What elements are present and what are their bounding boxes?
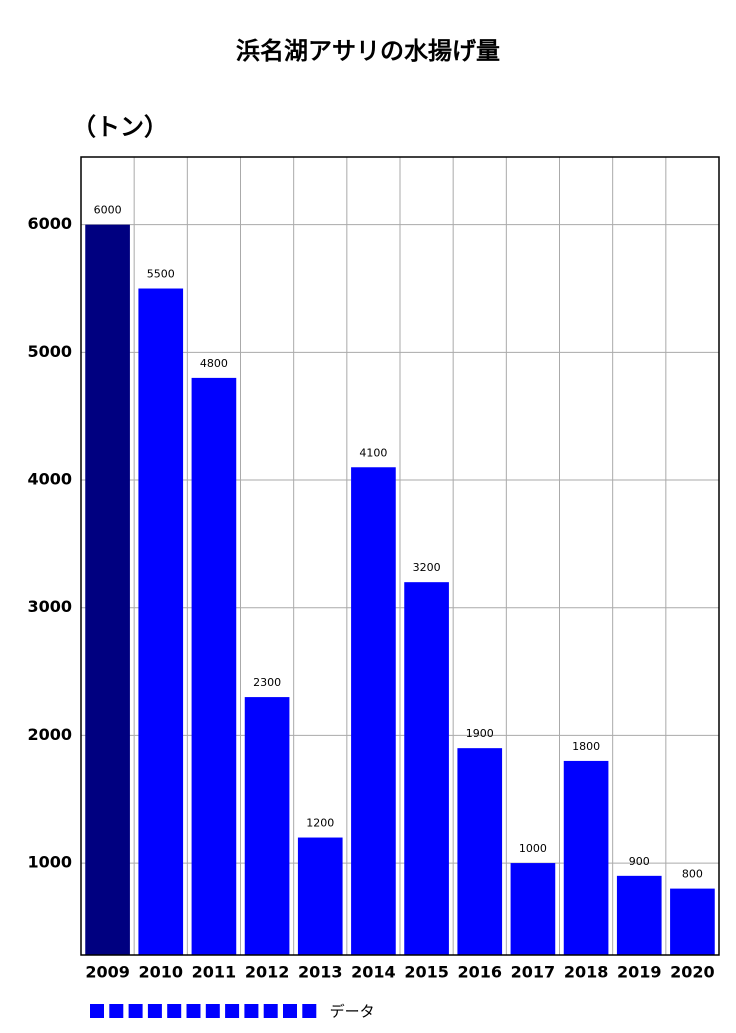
bar bbox=[244, 697, 290, 955]
bar bbox=[670, 888, 715, 955]
y-tick-label: 6000 bbox=[27, 214, 72, 233]
x-tick-label: 2017 bbox=[511, 963, 556, 982]
bar bbox=[351, 467, 396, 955]
legend-swatch bbox=[147, 1004, 162, 1018]
legend-swatch bbox=[302, 1004, 317, 1018]
bar bbox=[510, 863, 556, 955]
legend-swatch bbox=[109, 1004, 124, 1018]
value-label: 3200 bbox=[413, 561, 441, 574]
x-tick-label: 2018 bbox=[564, 963, 609, 982]
bar bbox=[457, 748, 503, 955]
value-label: 900 bbox=[629, 855, 650, 868]
y-tick-label: 3000 bbox=[27, 597, 72, 616]
value-label: 1900 bbox=[466, 727, 494, 740]
legend-swatch bbox=[205, 1004, 220, 1018]
value-label: 4100 bbox=[359, 446, 387, 459]
x-tick-label: 2013 bbox=[298, 963, 343, 982]
y-tick-label: 1000 bbox=[27, 853, 72, 872]
legend-swatch bbox=[225, 1004, 240, 1018]
legend-swatch bbox=[186, 1004, 201, 1018]
legend-swatch bbox=[263, 1004, 278, 1018]
x-tick-label: 2016 bbox=[457, 963, 502, 982]
legend-label: データ bbox=[330, 1003, 375, 1021]
value-label: 1200 bbox=[306, 817, 334, 830]
bar bbox=[563, 760, 609, 955]
y-axis-label: （トン） bbox=[72, 113, 168, 141]
plot-frame bbox=[80, 156, 720, 956]
chart-title: 浜名湖アサリの水揚げ量 bbox=[236, 37, 500, 65]
value-label: 1000 bbox=[519, 842, 547, 855]
x-tick-label: 2020 bbox=[670, 963, 715, 982]
bar bbox=[404, 582, 449, 955]
legend-swatch bbox=[167, 1004, 182, 1018]
x-tick-label: 2011 bbox=[192, 963, 237, 982]
bar bbox=[297, 837, 343, 955]
x-tick-label: 2019 bbox=[617, 963, 662, 982]
x-tick-label: 2009 bbox=[85, 963, 130, 982]
y-tick-label: 5000 bbox=[27, 342, 72, 361]
value-label: 6000 bbox=[94, 204, 122, 217]
bar bbox=[191, 377, 237, 955]
bar bbox=[85, 224, 130, 955]
value-label: 2300 bbox=[253, 676, 281, 689]
x-tick-label: 2015 bbox=[404, 963, 449, 982]
bar bbox=[616, 875, 662, 955]
value-label: 5500 bbox=[147, 268, 175, 281]
x-tick-label: 2012 bbox=[245, 963, 290, 982]
y-tick-label: 2000 bbox=[27, 725, 72, 744]
value-label: 1800 bbox=[572, 740, 600, 753]
legend-swatch bbox=[244, 1004, 259, 1018]
legend-swatch bbox=[90, 1004, 104, 1018]
value-label: 4800 bbox=[200, 357, 228, 370]
value-label: 800 bbox=[682, 868, 703, 881]
bar bbox=[138, 288, 184, 956]
legend-swatch bbox=[128, 1004, 143, 1018]
x-tick-label: 2010 bbox=[138, 963, 183, 982]
x-tick-label: 2014 bbox=[351, 963, 396, 982]
y-tick-label: 4000 bbox=[27, 470, 72, 489]
legend-swatch bbox=[283, 1004, 297, 1018]
